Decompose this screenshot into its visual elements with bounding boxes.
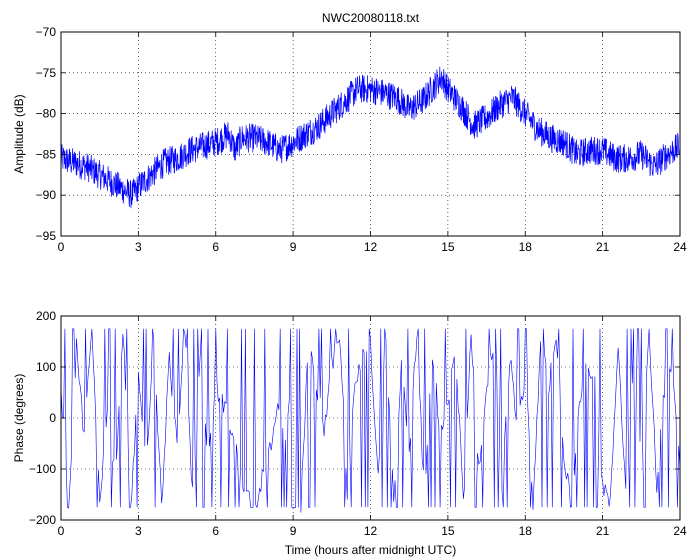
amplitude-y-tick-label: −90	[36, 188, 57, 202]
amplitude-y-axis-label: Amplitude (dB)	[12, 94, 26, 173]
phase-x-tick-label: 3	[135, 524, 142, 538]
amplitude-y-tick-label: −95	[36, 229, 57, 243]
amplitude-y-tick-label: −85	[36, 147, 57, 161]
amplitude-x-tick-label: 15	[441, 240, 455, 254]
phase-x-tick-label: 0	[58, 524, 65, 538]
amplitude-y-tick-label: −80	[36, 107, 57, 121]
phase-x-tick-label: 18	[519, 524, 533, 538]
amplitude-x-tick-label: 21	[596, 240, 610, 254]
amplitude-x-tick-label: 0	[58, 240, 65, 254]
phase-y-tick-label: −200	[29, 513, 56, 527]
amplitude-x-tick-label: 3	[135, 240, 142, 254]
phase-x-tick-label: 15	[441, 524, 455, 538]
amplitude-x-tick-label: 6	[212, 240, 219, 254]
phase-x-tick-label: 12	[364, 524, 378, 538]
amplitude-x-tick-label: 9	[290, 240, 297, 254]
phase-y-axis-label: Phase (degrees)	[12, 374, 26, 463]
amplitude-panel: 0 3 6 9 12 15 18 21 24 −95 −90 −85 −80 −75 −70 NWC20080…	[12, 11, 687, 254]
phase-x-axis-label: Time (hours after midnight UTC)	[285, 543, 457, 557]
amplitude-chart-title: NWC20080118.txt	[322, 11, 420, 25]
amplitude-y-tick-label: −70	[36, 25, 57, 39]
phase-series-line	[60, 328, 681, 513]
amplitude-x-tick-label: 18	[519, 240, 533, 254]
phase-x-tick-label: 21	[596, 524, 610, 538]
phase-x-tick-label: 9	[290, 524, 297, 538]
phase-y-tick-label: −100	[29, 462, 56, 476]
phase-y-tick-label: 0	[49, 411, 56, 425]
phase-y-tick-label: 100	[36, 360, 56, 374]
amplitude-series-line	[60, 66, 681, 209]
amplitude-plot-area	[60, 31, 681, 237]
phase-panel: 0 3 6 9 12 15 18 21 24 −200 −100 0 100 200 Time (hours…	[12, 309, 687, 557]
amplitude-x-tick-label: 12	[364, 240, 378, 254]
phase-x-tick-label: 24	[673, 524, 687, 538]
phase-x-tick-label: 6	[212, 524, 219, 538]
amplitude-y-tick-label: −75	[36, 66, 57, 80]
amplitude-x-tick-label: 24	[673, 240, 687, 254]
phase-y-tick-label: 200	[36, 309, 56, 323]
